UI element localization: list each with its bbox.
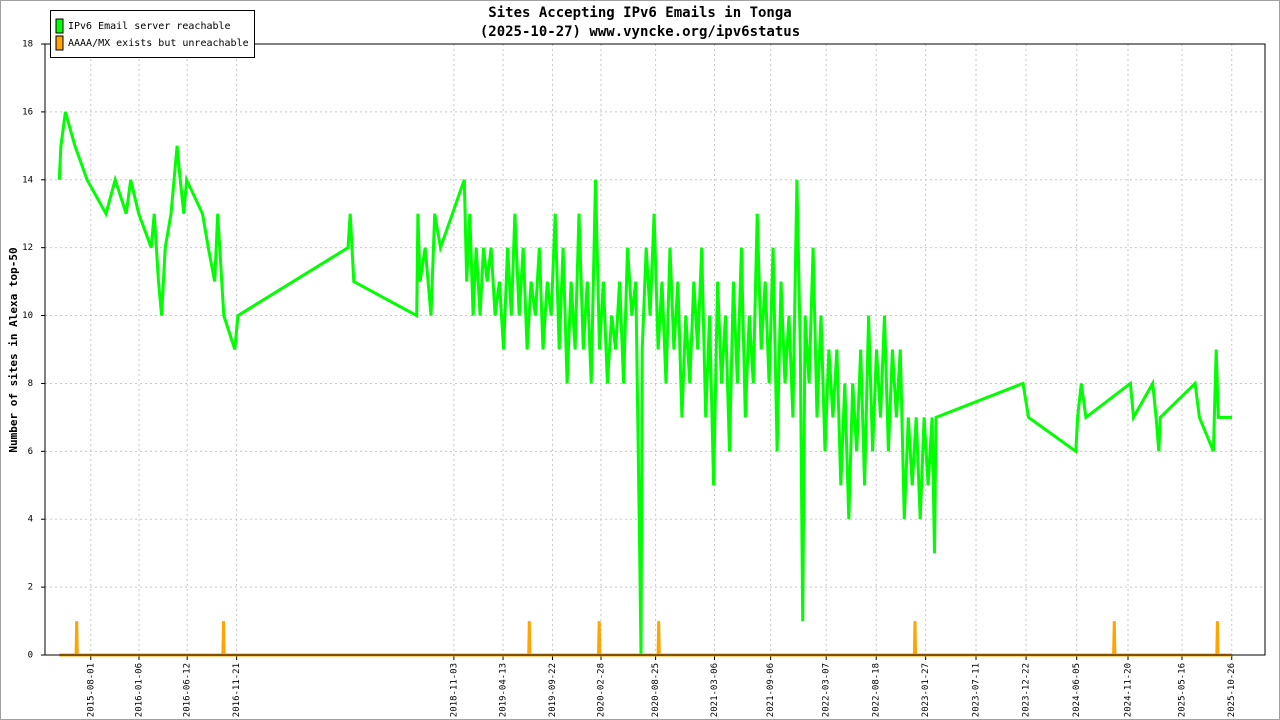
y-tick-label: 2 [28,583,33,593]
legend-swatch [55,35,64,51]
y-tick-label: 18 [22,40,33,50]
x-tick-label: 2019-09-22 [548,663,558,717]
y-tick-label: 12 [22,243,33,253]
y-tick-label: 14 [22,175,33,185]
x-tick-label: 2020-02-28 [596,663,606,717]
x-tick-label: 2021-09-06 [766,663,776,717]
x-tick-label: 2024-11-20 [1123,663,1133,717]
x-tick-label: 2020-08-25 [651,663,661,717]
x-tick-label: 2025-10-26 [1227,663,1237,717]
legend: IPv6 Email server reachable AAAA/MX exist… [50,10,255,58]
series-line [57,111,1232,656]
legend-label: IPv6 Email server reachable [68,21,231,32]
x-tick-label: 2015-08-01 [86,663,96,717]
x-tick-label: 2023-12-22 [1022,663,1032,717]
chart-subtitle: (2025-10-27) www.vyncke.org/ipv6status [480,24,800,40]
x-tick-label: 2016-11-21 [232,663,242,717]
x-tick-label: 2024-06-05 [1072,663,1082,717]
y-tick-label: 10 [22,311,33,321]
x-tick-label: 2018-11-03 [449,663,459,717]
y-tick-label: 4 [28,515,33,525]
x-tick-label: 2021-03-06 [710,663,720,717]
y-tick-label: 6 [28,447,33,457]
x-tick-label: 2019-04-13 [499,663,509,717]
x-tick-label: 2022-08-18 [872,663,882,717]
x-tick-label: 2023-07-11 [972,663,982,717]
x-tick-label: 2023-01-27 [921,663,931,717]
y-tick-label: 16 [22,107,33,117]
x-tick-label: 2022-03-07 [822,663,832,717]
y-tick-label: 8 [28,379,33,389]
y-axis-label: Number of sites in Alexa top-50 [7,247,20,452]
chart-title: Sites Accepting IPv6 Emails in Tonga [488,5,791,21]
x-tick-label: 2016-01-06 [134,663,144,717]
legend-box [50,10,255,58]
legend-swatch [55,18,64,34]
plot-border [44,43,1266,656]
y-tick-label: 0 [28,651,33,661]
legend-label: AAAA/MX exists but unreachable [68,38,249,49]
x-tick-label: 2016-06-12 [183,663,193,717]
x-tick-label: 2025-05-16 [1177,663,1187,717]
